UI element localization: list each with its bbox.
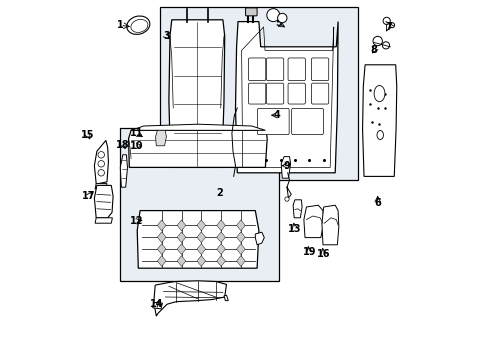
Polygon shape [177, 220, 185, 231]
Circle shape [266, 9, 279, 22]
Polygon shape [216, 232, 225, 243]
Polygon shape [157, 220, 166, 231]
FancyBboxPatch shape [266, 58, 283, 81]
Text: 18: 18 [116, 140, 130, 150]
Polygon shape [236, 256, 244, 266]
Polygon shape [137, 211, 258, 268]
Text: 2: 2 [216, 188, 222, 198]
Polygon shape [157, 232, 166, 243]
Text: 17: 17 [82, 191, 96, 201]
Ellipse shape [376, 131, 383, 140]
Polygon shape [255, 232, 264, 245]
Circle shape [277, 13, 286, 23]
Text: 19: 19 [302, 247, 315, 257]
Polygon shape [281, 157, 290, 178]
Polygon shape [236, 232, 244, 243]
Ellipse shape [373, 85, 384, 102]
Polygon shape [94, 185, 113, 218]
Polygon shape [120, 155, 127, 187]
FancyBboxPatch shape [266, 83, 283, 104]
Polygon shape [197, 220, 205, 231]
Bar [120, 128, 278, 281]
Polygon shape [95, 184, 107, 189]
Polygon shape [95, 218, 112, 223]
Polygon shape [197, 232, 205, 243]
Bar [160, 7, 357, 180]
Text: 13: 13 [287, 224, 301, 234]
Polygon shape [157, 256, 166, 266]
Polygon shape [362, 65, 396, 176]
FancyBboxPatch shape [257, 108, 288, 135]
Polygon shape [131, 124, 265, 130]
FancyBboxPatch shape [291, 108, 323, 135]
Polygon shape [216, 256, 225, 266]
Text: 11: 11 [129, 128, 143, 138]
Polygon shape [177, 256, 185, 266]
Text: 14: 14 [149, 299, 163, 309]
Polygon shape [235, 22, 337, 173]
Polygon shape [168, 20, 224, 167]
Polygon shape [303, 205, 323, 238]
Text: 3: 3 [163, 31, 169, 41]
Circle shape [372, 36, 382, 46]
Text: 10: 10 [129, 141, 143, 151]
Text: 12: 12 [129, 216, 143, 226]
Circle shape [284, 197, 288, 201]
Text: 8: 8 [370, 45, 377, 55]
Polygon shape [94, 140, 108, 184]
FancyBboxPatch shape [248, 58, 265, 81]
Circle shape [382, 17, 389, 24]
Text: 15: 15 [81, 130, 95, 140]
Polygon shape [236, 220, 244, 231]
Polygon shape [224, 295, 228, 301]
FancyBboxPatch shape [311, 58, 328, 81]
FancyBboxPatch shape [287, 83, 305, 104]
Polygon shape [152, 302, 162, 309]
FancyBboxPatch shape [245, 8, 257, 16]
Polygon shape [197, 244, 205, 255]
Circle shape [389, 23, 394, 28]
Text: 7: 7 [385, 22, 391, 32]
Polygon shape [153, 281, 226, 316]
FancyBboxPatch shape [287, 58, 305, 81]
Text: 16: 16 [316, 249, 330, 259]
Polygon shape [128, 130, 266, 167]
Polygon shape [177, 244, 185, 255]
Polygon shape [155, 130, 166, 146]
FancyBboxPatch shape [311, 83, 328, 104]
Polygon shape [216, 244, 225, 255]
Text: 5: 5 [275, 18, 282, 28]
Polygon shape [157, 244, 166, 255]
Polygon shape [177, 232, 185, 243]
Polygon shape [321, 205, 338, 245]
Text: 9: 9 [283, 161, 289, 171]
Text: 4: 4 [273, 110, 280, 120]
FancyBboxPatch shape [248, 83, 265, 104]
Ellipse shape [126, 16, 149, 35]
Polygon shape [236, 244, 244, 255]
Polygon shape [216, 220, 225, 231]
Polygon shape [292, 200, 302, 218]
Text: 6: 6 [373, 198, 380, 208]
Circle shape [382, 42, 389, 49]
Polygon shape [197, 256, 205, 266]
Text: 1: 1 [117, 20, 123, 30]
